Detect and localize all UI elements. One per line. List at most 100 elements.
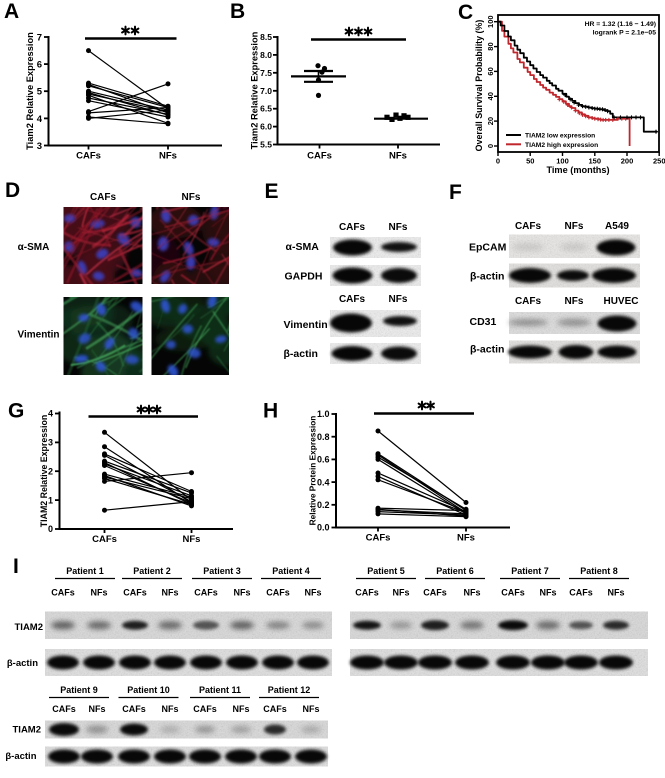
svg-text:NFs: NFs <box>161 588 178 598</box>
svg-text:150: 150 <box>588 157 601 166</box>
svg-text:Patient 4: Patient 4 <box>272 566 310 576</box>
svg-text:NFs: NFs <box>565 296 584 307</box>
svg-text:0.2: 0.2 <box>317 500 330 510</box>
svg-text:NFs: NFs <box>90 588 107 598</box>
svg-text:NFs: NFs <box>392 588 409 598</box>
svg-text:6.5: 6.5 <box>260 104 272 114</box>
svg-text:Patient 1: Patient 1 <box>66 566 104 576</box>
svg-text:CAFs: CAFs <box>307 151 332 162</box>
svg-text:3: 3 <box>48 438 53 448</box>
svg-text:7.0: 7.0 <box>260 86 272 96</box>
svg-text:NFs: NFs <box>161 704 178 714</box>
svg-text:NFs: NFs <box>463 588 480 598</box>
svg-text:0: 0 <box>48 524 53 534</box>
svg-text:TIAM2 high expression: TIAM2 high expression <box>525 142 598 149</box>
svg-text:6.0: 6.0 <box>260 122 272 132</box>
svg-text:1: 1 <box>48 495 53 505</box>
svg-text:logrank P = 2.1e−05: logrank P = 2.1e−05 <box>593 30 657 37</box>
svg-text:CAFs: CAFs <box>92 534 117 545</box>
svg-text:CAFs: CAFs <box>569 588 593 598</box>
svg-text:CAFs: CAFs <box>515 296 542 307</box>
svg-text:CAFs: CAFs <box>355 588 379 598</box>
svg-text:A549: A549 <box>605 221 629 232</box>
svg-text:HR = 1.32 (1.16 − 1.49): HR = 1.32 (1.16 − 1.49) <box>585 21 656 28</box>
svg-text:CAFs: CAFs <box>263 704 287 714</box>
svg-text:NFs: NFs <box>183 534 201 545</box>
svg-text:1.0: 1.0 <box>317 409 330 419</box>
svg-text:CAFs: CAFs <box>193 704 217 714</box>
svg-text:Relative Protein Expression: Relative Protein Expression <box>308 416 318 526</box>
svg-text:Patient 6: Patient 6 <box>436 566 474 576</box>
svg-text:EpCAM: EpCAM <box>469 242 507 254</box>
svg-text:20: 20 <box>486 117 495 125</box>
svg-text:Patient 10: Patient 10 <box>127 685 170 695</box>
svg-text:Vimentin: Vimentin <box>284 319 328 331</box>
svg-text:NFs: NFs <box>539 588 556 598</box>
svg-text:CAFs: CAFs <box>51 588 75 598</box>
svg-text:5: 5 <box>37 87 43 98</box>
svg-text:β-actin: β-actin <box>470 271 504 283</box>
svg-text:CAFs: CAFs <box>52 704 76 714</box>
svg-text:NFs: NFs <box>182 192 201 203</box>
svg-text:CAFs: CAFs <box>266 588 290 598</box>
svg-text:CAFs: CAFs <box>339 222 366 233</box>
svg-text:CAFs: CAFs <box>123 588 147 598</box>
svg-text:7.5: 7.5 <box>260 68 272 78</box>
svg-text:CAFs: CAFs <box>122 704 146 714</box>
svg-text:Vimentin: Vimentin <box>17 330 59 341</box>
svg-text:TIAM2 Relative Expression: TIAM2 Relative Expression <box>39 415 49 527</box>
svg-text:Overall Survival Probability (: Overall Survival Probability (%) <box>474 20 484 152</box>
svg-text:CAFs: CAFs <box>90 192 117 203</box>
svg-text:CAFs: CAFs <box>194 588 218 598</box>
svg-text:5.5: 5.5 <box>260 140 272 150</box>
svg-text:NFs: NFs <box>389 222 408 233</box>
svg-text:100: 100 <box>556 157 569 166</box>
svg-text:8.0: 8.0 <box>260 50 272 60</box>
svg-text:2: 2 <box>48 466 53 476</box>
svg-text:GAPDH: GAPDH <box>285 271 323 283</box>
svg-text:CAFs: CAFs <box>76 151 101 162</box>
svg-text:Patient 2: Patient 2 <box>133 566 171 576</box>
svg-text:NFs: NFs <box>304 588 321 598</box>
svg-text:F: F <box>449 181 462 204</box>
svg-text:0.4: 0.4 <box>317 477 330 487</box>
svg-text:CAFs: CAFs <box>339 294 366 305</box>
svg-text:TIAM2 low expression: TIAM2 low expression <box>525 133 595 140</box>
svg-text:7: 7 <box>37 32 42 43</box>
svg-text:NFs: NFs <box>607 588 624 598</box>
svg-text:0.8: 0.8 <box>317 432 330 442</box>
svg-text:H: H <box>263 400 278 423</box>
svg-text:TIAM2: TIAM2 <box>15 622 44 633</box>
svg-text:HUVEC: HUVEC <box>603 296 638 307</box>
svg-text:CD31: CD31 <box>470 316 497 328</box>
svg-text:CAFs: CAFs <box>366 533 391 544</box>
svg-text:NFs: NFs <box>232 704 249 714</box>
svg-text:G: G <box>8 400 24 423</box>
svg-text:Patient 8: Patient 8 <box>580 566 618 576</box>
svg-text:D: D <box>5 179 20 202</box>
svg-text:3: 3 <box>37 141 42 152</box>
svg-text:TIAM2: TIAM2 <box>13 725 42 736</box>
svg-text:0.6: 0.6 <box>317 455 330 465</box>
svg-text:I: I <box>13 555 19 578</box>
svg-text:CAFs: CAFs <box>515 221 542 232</box>
svg-text:NFs: NFs <box>302 704 319 714</box>
svg-text:CAFs: CAFs <box>423 588 447 598</box>
svg-text:β-actin: β-actin <box>470 344 504 356</box>
svg-text:NFs: NFs <box>159 151 177 162</box>
svg-text:CAFs: CAFs <box>501 588 525 598</box>
svg-text:α-SMA: α-SMA <box>286 241 320 253</box>
svg-text:Tiam2 Relative Expression: Tiam2 Relative Expression <box>250 31 260 149</box>
svg-text:E: E <box>265 180 279 203</box>
svg-text:C: C <box>458 1 473 24</box>
svg-text:0.0: 0.0 <box>317 523 330 533</box>
svg-text:A: A <box>4 0 19 23</box>
svg-text:β-actin: β-actin <box>7 658 38 669</box>
svg-text:NFs: NFs <box>88 704 105 714</box>
svg-text:Patient 11: Patient 11 <box>199 685 241 695</box>
svg-text:0: 0 <box>496 157 500 166</box>
svg-text:β-actin: β-actin <box>284 348 318 360</box>
svg-text:Patient 9: Patient 9 <box>60 685 98 695</box>
svg-text:8.5: 8.5 <box>260 32 272 42</box>
svg-text:100: 100 <box>486 15 495 28</box>
